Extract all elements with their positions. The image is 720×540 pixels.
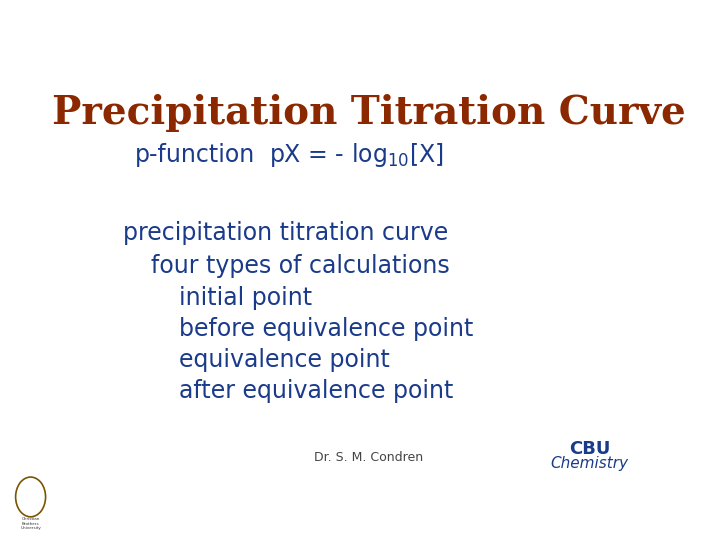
Text: Precipitation Titration Curve: Precipitation Titration Curve xyxy=(52,94,686,132)
Text: p-function: p-function xyxy=(135,144,255,167)
Text: Chemistry: Chemistry xyxy=(550,456,629,471)
Text: Dr. S. M. Condren: Dr. S. M. Condren xyxy=(315,451,423,464)
Text: four types of calculations: four types of calculations xyxy=(151,254,450,279)
Text: initial point: initial point xyxy=(179,286,312,309)
Text: before equivalence point: before equivalence point xyxy=(179,317,474,341)
Text: CBU: CBU xyxy=(569,441,610,458)
Text: Christian
Brothers
University: Christian Brothers University xyxy=(20,517,41,530)
Text: equivalence point: equivalence point xyxy=(179,348,390,372)
Text: precipitation titration curve: precipitation titration curve xyxy=(124,221,449,245)
Text: pX = - log$_{10}$[X]: pX = - log$_{10}$[X] xyxy=(269,141,443,170)
Text: after equivalence point: after equivalence point xyxy=(179,379,454,403)
